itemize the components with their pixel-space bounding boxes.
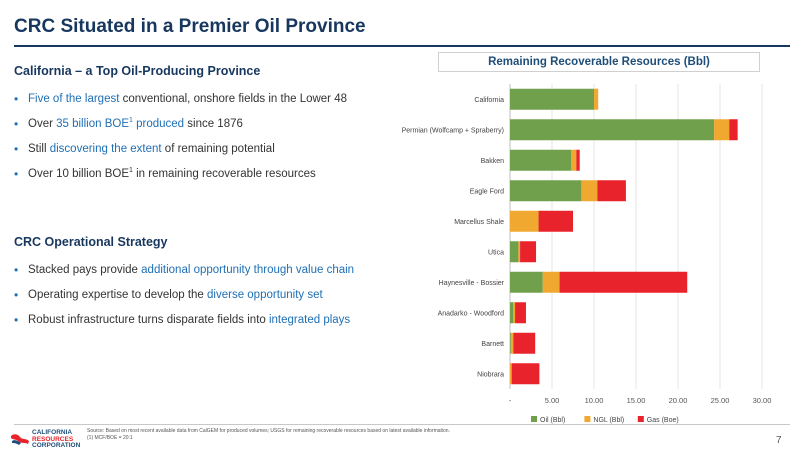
title-divider bbox=[14, 45, 790, 47]
bar-segment bbox=[597, 180, 626, 202]
bar-segment bbox=[513, 302, 516, 324]
legend-label: Gas (Boe) bbox=[647, 417, 679, 424]
legend-swatch bbox=[637, 416, 644, 422]
category-label: Anadarko - Woodford bbox=[438, 310, 505, 317]
bar-segment bbox=[510, 241, 519, 263]
bar-segment bbox=[594, 88, 599, 110]
logo-text: CALIFORNIA RESOURCES CORPORATION bbox=[32, 429, 81, 449]
bar-segment bbox=[510, 119, 715, 141]
x-tick-label: 15.00 bbox=[627, 396, 646, 405]
x-tick-label: 20.00 bbox=[669, 396, 688, 405]
page-title: CRC Situated in a Premier Oil Province bbox=[14, 16, 366, 37]
x-tick-label: - bbox=[509, 396, 512, 405]
bar-segment bbox=[559, 271, 688, 293]
bar-segment bbox=[520, 241, 537, 263]
bar-segment bbox=[542, 271, 560, 293]
bar-segment bbox=[510, 180, 582, 202]
bar-segment bbox=[538, 210, 573, 232]
category-label: Haynesville - Bossier bbox=[439, 280, 505, 287]
page-number: 7 bbox=[776, 435, 782, 446]
bar-segment bbox=[513, 332, 536, 354]
section-heading-california: California – a Top Oil-Producing Provinc… bbox=[14, 64, 261, 78]
category-label: California bbox=[474, 97, 504, 104]
category-label: Utica bbox=[488, 249, 504, 256]
legend-swatch bbox=[531, 416, 537, 422]
bar-segment bbox=[518, 241, 521, 263]
x-tick-label: 10.00 bbox=[585, 396, 604, 405]
bullet-item: Robust infrastructure turns disparate fi… bbox=[14, 313, 414, 327]
bar-segment bbox=[511, 363, 540, 385]
source-footnote: Source: Based on most recent available d… bbox=[87, 428, 450, 441]
california-state-icon bbox=[11, 434, 29, 445]
x-tick-label: 25.00 bbox=[711, 396, 730, 405]
bar-segment bbox=[714, 119, 730, 141]
bar-segment bbox=[510, 149, 572, 171]
category-label: Permian (Wolfcamp + Spraberry) bbox=[402, 127, 504, 134]
category-label: Niobrara bbox=[477, 371, 504, 378]
california-bullet-list: Five of the largest conventional, onshor… bbox=[14, 92, 414, 181]
bar-segment bbox=[510, 302, 514, 324]
strategy-bullet-list: Stacked pays provide additional opportun… bbox=[14, 263, 414, 327]
bar-segment bbox=[581, 180, 598, 202]
bar-segment bbox=[729, 119, 738, 141]
bullet-item: Operating expertise to develop the diver… bbox=[14, 288, 414, 302]
x-tick-label: 5.00 bbox=[545, 396, 560, 405]
category-label: Bakken bbox=[481, 158, 504, 165]
legend-label: NGL (Bbl) bbox=[593, 417, 624, 424]
legend-swatch bbox=[584, 416, 591, 422]
bullet-item: Stacked pays provide additional opportun… bbox=[14, 263, 414, 277]
bar-segment bbox=[510, 88, 594, 110]
x-tick-label: 30.00 bbox=[753, 396, 772, 405]
bullet-item: Still discovering the extent of remainin… bbox=[14, 142, 414, 156]
bar-segment bbox=[510, 210, 539, 232]
bar-segment bbox=[510, 332, 514, 354]
bullet-item: Over 35 billion BOE1 produced since 1876 bbox=[14, 117, 414, 131]
chart-title: Remaining Recoverable Resources (Bbl) bbox=[438, 52, 760, 72]
bar-segment bbox=[510, 363, 512, 385]
bar-segment bbox=[510, 332, 511, 354]
section-heading-strategy: CRC Operational Strategy bbox=[14, 235, 168, 249]
legend-label: Oil (Bbl) bbox=[540, 417, 565, 424]
bar-segment bbox=[510, 271, 543, 293]
category-label: Marcellus Shale bbox=[454, 219, 504, 226]
bullet-item: Over 10 billion BOE1 in remaining recove… bbox=[14, 167, 414, 181]
bullet-item: Five of the largest conventional, onshor… bbox=[14, 92, 414, 106]
bar-segment bbox=[515, 302, 526, 324]
bar-segment bbox=[576, 149, 580, 171]
bar-segment bbox=[571, 149, 577, 171]
footer-divider bbox=[14, 424, 790, 425]
category-label: Barnett bbox=[481, 341, 504, 348]
left-panel: California – a Top Oil-Producing Provinc… bbox=[14, 60, 414, 327]
category-label: Eagle Ford bbox=[470, 188, 504, 195]
